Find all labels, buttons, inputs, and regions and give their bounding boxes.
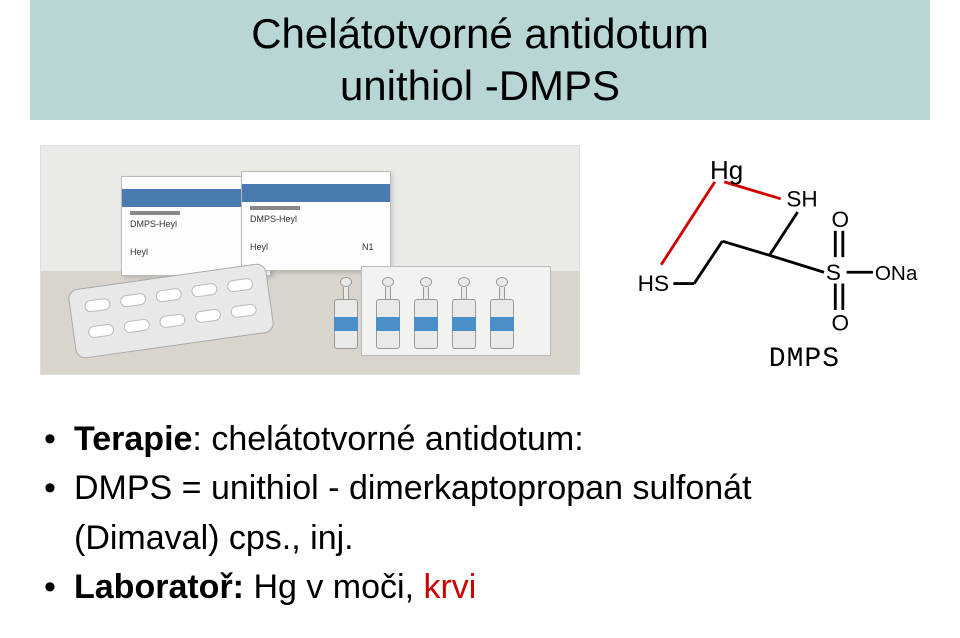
ampoule-2	[376, 279, 400, 349]
dmps-line-a: DMPS = unithiol - dimerkaptopropan sulfo…	[74, 469, 752, 507]
atom-sh: SH	[786, 186, 817, 211]
title-bar: Chelátotvorné antidotum unithiol -DMPS	[30, 0, 930, 120]
compound-label: DMPS	[769, 344, 840, 375]
box-brand-1: DMPS-Heyl	[130, 219, 177, 229]
therapy-label: Terapie	[74, 420, 192, 458]
atom-s: S	[826, 260, 841, 285]
lab-text-b: krvi	[423, 568, 476, 606]
bullet-dmps: DMPS = unithiol - dimerkaptopropan sulfo…	[40, 464, 900, 563]
package-box-2: DMPS-Heyl Heyl N1	[241, 171, 391, 271]
atom-ona: ONa	[875, 262, 918, 285]
hg-label: Hg	[710, 155, 743, 186]
product-photo: DMPS-Heyl Heyl DMPS-Heyl Heyl N1	[40, 145, 580, 375]
box-mfr-1: Heyl	[130, 247, 148, 257]
title-line-2: unithiol -DMPS	[340, 62, 620, 110]
lab-label: Laboratoř:	[74, 568, 244, 606]
ampoule-4	[452, 279, 476, 349]
ampoule-3	[414, 279, 438, 349]
ampoule-tray	[361, 266, 551, 356]
dmps-line-b: (Dimaval) cps., inj.	[74, 519, 354, 557]
atom-o-bot: O	[832, 311, 850, 336]
chemical-structure: Hg SH HS S O O ONa	[600, 145, 920, 375]
box-pack-code: N1	[362, 242, 374, 252]
ampoule-5	[490, 279, 514, 349]
box-mfr-2: Heyl	[250, 242, 268, 252]
structure-svg: SH HS S O O ONa	[600, 145, 920, 375]
atom-hs: HS	[638, 271, 669, 296]
atom-o-top: O	[832, 207, 850, 232]
images-row: DMPS-Heyl Heyl DMPS-Heyl Heyl N1	[40, 145, 920, 375]
ampoule-1	[334, 279, 358, 349]
bullet-list: Terapie: chelátotvorné antidotum: DMPS =…	[40, 415, 900, 612]
therapy-text: : chelátotvorné antidotum:	[192, 420, 583, 458]
box-brand-2: DMPS-Heyl	[250, 214, 297, 224]
lab-text-a: Hg v moči,	[244, 568, 423, 606]
title-line-1: Chelátotvorné antidotum	[251, 10, 709, 58]
bullet-lab: Laboratoř: Hg v moči, krvi	[40, 563, 900, 612]
bullet-therapy: Terapie: chelátotvorné antidotum:	[40, 415, 900, 464]
